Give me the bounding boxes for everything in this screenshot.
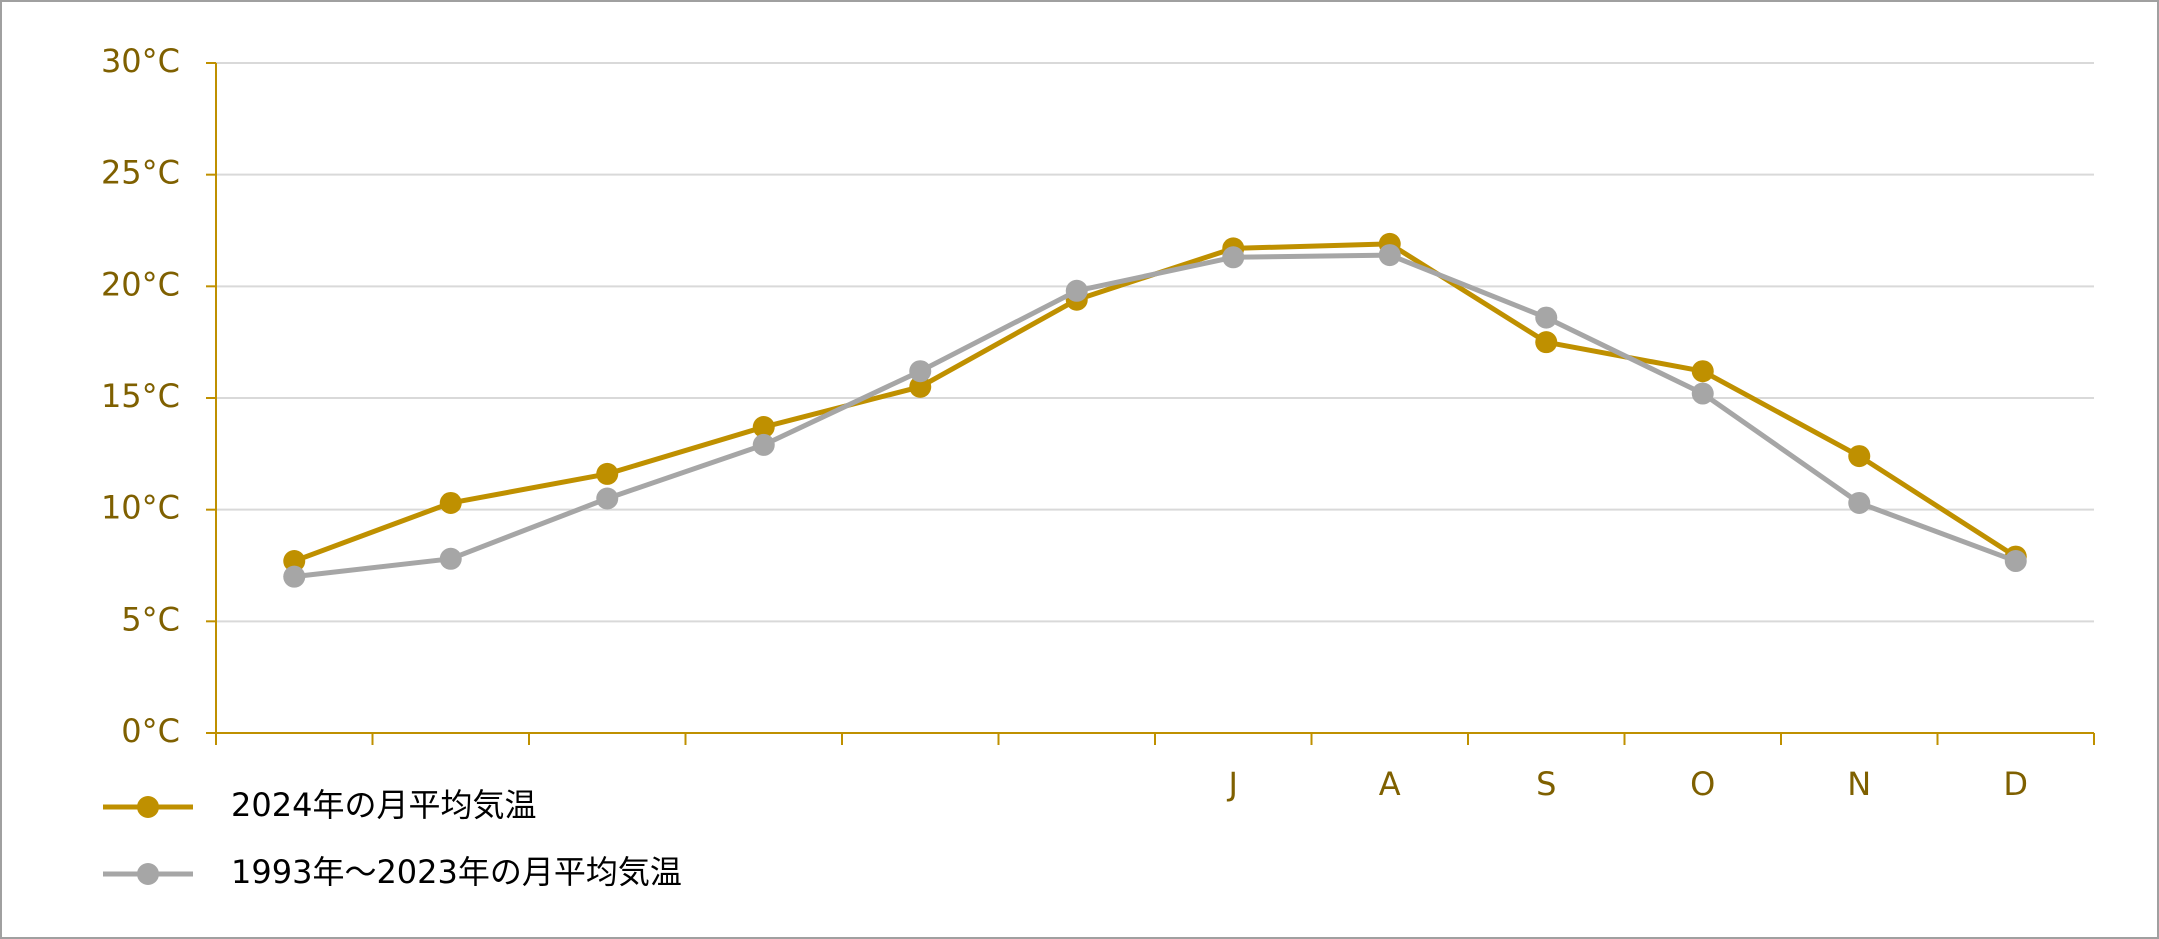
- data-point: [1691, 360, 1714, 383]
- data-point: [1691, 382, 1714, 405]
- x-tick-label: A: [1379, 765, 1401, 803]
- data-point: [1222, 246, 1245, 269]
- data-point: [439, 547, 462, 570]
- x-tick-label: N: [1847, 765, 1871, 803]
- x-tick-label: D: [2003, 765, 2028, 803]
- legend-marker: [137, 863, 159, 885]
- series-line: [293, 252, 2017, 580]
- y-tick-label: 0°C: [121, 712, 180, 750]
- y-tick-label: 15°C: [101, 377, 180, 415]
- data-point: [752, 416, 775, 439]
- x-tick-label: S: [1536, 765, 1556, 803]
- data-point: [752, 433, 775, 456]
- data-point: [909, 360, 932, 383]
- y-tick-label: 5°C: [121, 600, 180, 638]
- data-point: [1848, 491, 1871, 514]
- data-point: [596, 462, 619, 485]
- data-point: [1848, 445, 1871, 468]
- y-tick-label: 20°C: [101, 265, 180, 303]
- data-point: [1378, 244, 1401, 267]
- x-tick-label: O: [1690, 765, 1715, 803]
- x-tick-label: J: [1227, 765, 1238, 803]
- data-point: [283, 565, 306, 588]
- legend-label: 2024年の月平均気温: [231, 786, 536, 824]
- y-tick-label: 30°C: [101, 42, 180, 80]
- data-point: [909, 375, 932, 398]
- data-point: [1065, 279, 1088, 302]
- data-point: [1535, 306, 1558, 329]
- legend-marker: [137, 796, 159, 818]
- data-point: [596, 487, 619, 510]
- legend-label: 1993年〜2023年の月平均気温: [231, 853, 682, 891]
- data-point: [1535, 331, 1558, 354]
- y-tick-label: 10°C: [101, 489, 180, 527]
- data-point: [439, 491, 462, 514]
- y-tick-label: 25°C: [101, 154, 180, 192]
- data-point: [283, 550, 306, 573]
- data-point: [2004, 550, 2027, 573]
